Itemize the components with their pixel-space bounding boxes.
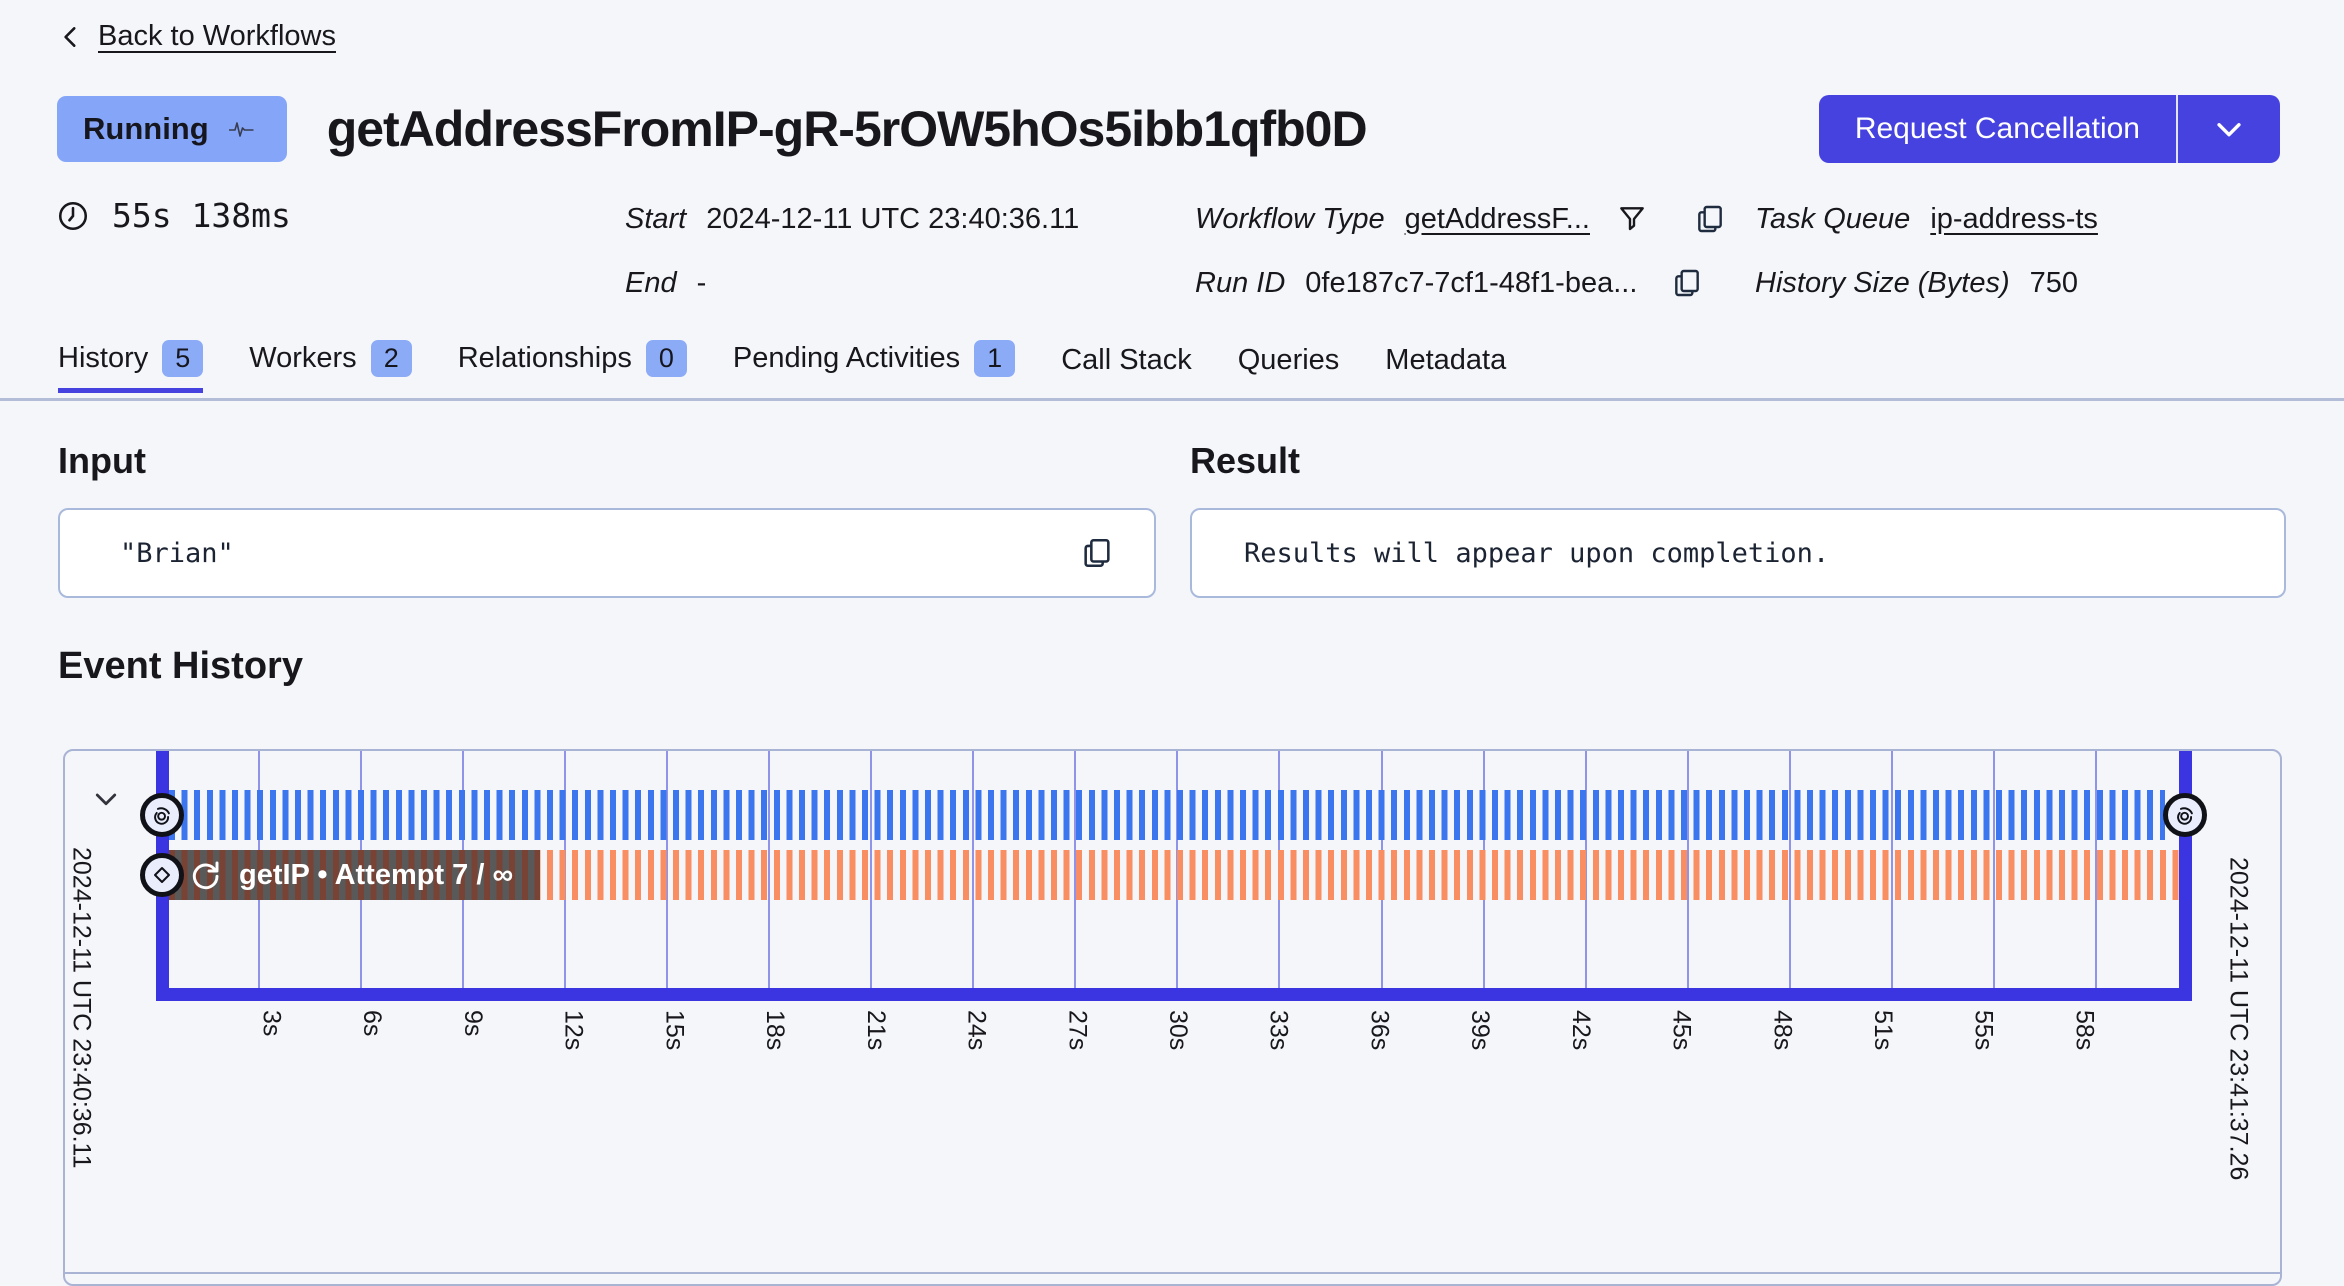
result-value: Results will appear upon completion.	[1244, 537, 1830, 569]
timeline-end-timestamp: 2024-12-11 UTC 23:41:37.26	[2224, 857, 2253, 1181]
tick-label: 12s	[559, 1010, 588, 1051]
tick-label: 36s	[1365, 1010, 1394, 1051]
tab-count-badge: 2	[370, 340, 412, 377]
filter-icon[interactable]	[1616, 203, 1648, 235]
status-label: Running	[83, 111, 209, 146]
start-value: 2024-12-11 UTC 23:40:36.11	[706, 202, 1080, 235]
tick-label: 45s	[1667, 1010, 1696, 1051]
result-heading: Result	[1190, 440, 1301, 481]
timeline-canvas: getIP • Attempt 7 / ∞ 2024-12-11 UTC 23:…	[65, 751, 2280, 1274]
timeline-end-marker-bar	[2179, 751, 2192, 1001]
workflow-current-event-marker[interactable]	[2163, 793, 2207, 837]
duration-value: 55s 138ms	[112, 196, 291, 235]
clock-icon	[56, 199, 90, 233]
tab-label: Metadata	[1385, 344, 1507, 376]
tick-label: 3s	[257, 1010, 286, 1037]
tick-label: 58s	[2070, 1010, 2099, 1051]
tab-label: Relationships	[457, 342, 632, 374]
activity-getip-label[interactable]: getIP • Attempt 7 / ∞	[169, 850, 540, 900]
tick-label: 51s	[1869, 1010, 1897, 1051]
input-payload-box: "Brian"	[58, 508, 1156, 598]
tab-metadata[interactable]: Metadata	[1385, 344, 1506, 393]
timeline-collapse-toggle[interactable]	[88, 785, 124, 815]
tab-pending-activities[interactable]: Pending Activities 1	[732, 340, 1016, 393]
workflow-spiral-icon	[149, 802, 175, 828]
tick-label: 21s	[861, 1010, 890, 1051]
workflow-type-link[interactable]: getAddressF...	[1404, 202, 1590, 235]
copy-icon[interactable]	[1671, 267, 1703, 299]
tab-label: Pending Activities	[732, 342, 961, 374]
retry-icon	[189, 859, 221, 891]
tick-label: 6s	[358, 1010, 387, 1037]
meta-queue: Task Queue ip-address-ts History Size (B…	[1755, 198, 2098, 304]
tab-count-badge: 5	[162, 340, 204, 377]
meta-ids: Workflow Type getAddressF... Run ID 0fe1…	[1195, 198, 1726, 304]
start-label: Start	[625, 202, 687, 235]
workflow-spiral-icon	[2172, 802, 2198, 828]
task-queue-link[interactable]: ip-address-ts	[1930, 202, 2098, 235]
run-id-label: Run ID	[1195, 266, 1286, 299]
tab-label: Call Stack	[1061, 344, 1192, 376]
status-badge: Running	[57, 96, 287, 162]
tab-label: History	[58, 342, 149, 374]
tab-count-badge: 0	[645, 340, 687, 377]
heartbeat-pulse-icon	[225, 114, 261, 144]
workflow-execution-span[interactable]	[169, 790, 2165, 840]
chevron-down-icon	[88, 785, 124, 815]
timeline-start-timestamp: 2024-12-11 UTC 23:40:36.11	[67, 847, 96, 1169]
tab-call-stack[interactable]: Call Stack	[1061, 344, 1192, 393]
timeline-axis-ticks: 3s 6s 9s 12s 15s 18s 21s 24s 27s 30s 33s…	[257, 1010, 2099, 1051]
tick-label: 24s	[962, 1010, 991, 1051]
tab-history[interactable]: History 5	[58, 340, 204, 393]
tab-label: Queries	[1237, 344, 1340, 376]
tick-label: 27s	[1063, 1010, 1092, 1051]
request-cancellation-button[interactable]: Request Cancellation	[1854, 112, 2140, 145]
chevron-down-icon	[2212, 112, 2246, 146]
tick-label: 15s	[660, 1010, 689, 1051]
result-payload-box: Results will appear upon completion.	[1190, 508, 2286, 598]
history-size-label: History Size (Bytes)	[1755, 266, 2010, 299]
tick-label: 48s	[1768, 1010, 1797, 1051]
input-heading: Input	[58, 440, 146, 481]
tab-relationships[interactable]: Relationships 0	[458, 340, 687, 393]
copy-icon[interactable]	[1080, 536, 1114, 570]
tick-label: 30s	[1163, 1010, 1192, 1051]
activity-label-text: getIP • Attempt 7 / ∞	[239, 858, 514, 891]
timeline-baseline-bar	[156, 988, 2192, 1001]
workflow-header: Running getAddressFromIP-gR-5rOW5hOs5ibb…	[57, 95, 2280, 163]
tabs-divider	[0, 398, 2344, 401]
tick-label: 33s	[1264, 1010, 1293, 1051]
back-to-workflows-label: Back to Workflows	[98, 20, 336, 52]
tab-count-badge: 1	[974, 340, 1016, 377]
tab-label: Workers	[249, 342, 357, 374]
end-label: End	[625, 266, 677, 299]
chevron-left-icon	[58, 22, 84, 52]
tick-label: 55s	[1969, 1010, 1998, 1051]
tick-label: 18s	[761, 1010, 790, 1051]
event-history-heading: Event History	[58, 645, 303, 687]
diamond-icon	[150, 863, 174, 887]
tick-label: 39s	[1466, 1010, 1495, 1051]
meta-times: Start 2024-12-11 UTC 23:40:36.11 End -	[625, 198, 1079, 304]
history-size-value: 750	[2029, 266, 2078, 299]
tab-queries[interactable]: Queries	[1238, 344, 1340, 393]
event-history-timeline-panel: getIP • Attempt 7 / ∞ 2024-12-11 UTC 23:…	[63, 749, 2282, 1286]
page-title: getAddressFromIP-gR-5rOW5hOs5ibb1qfb0D	[326, 101, 1367, 157]
run-id-value: 0fe187c7-7cf1-48f1-bea...	[1305, 266, 1638, 299]
workflow-tabs: History 5 Workers 2 Relationships 0 Pend…	[58, 340, 2344, 393]
copy-icon[interactable]	[1694, 203, 1726, 235]
tab-workers[interactable]: Workers 2	[249, 340, 412, 393]
tick-label: 42s	[1566, 1010, 1595, 1051]
workflow-type-label: Workflow Type	[1195, 202, 1385, 235]
tick-label: 9s	[458, 1010, 487, 1037]
workflow-duration: 55s 138ms	[56, 196, 291, 235]
input-value: "Brian"	[120, 537, 234, 569]
task-queue-label: Task Queue	[1755, 202, 1911, 235]
activity-scheduled-event-marker[interactable]	[140, 853, 184, 897]
request-cancellation-split-button: Request Cancellation	[1818, 95, 2280, 163]
end-value: -	[696, 266, 707, 299]
back-to-workflows-link[interactable]: Back to Workflows	[58, 20, 336, 53]
cancellation-menu-toggle[interactable]	[2176, 95, 2280, 163]
workflow-started-event-marker[interactable]	[140, 793, 184, 837]
